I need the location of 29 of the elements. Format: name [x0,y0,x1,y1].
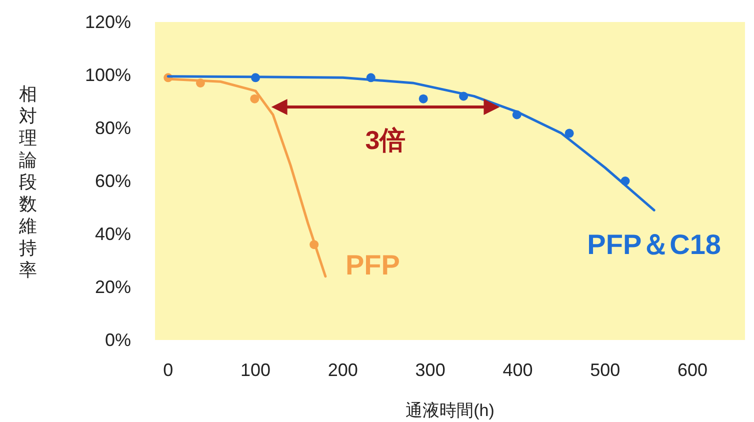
annotation: 3倍 [365,125,406,155]
y-tick-label: 80% [94,118,131,138]
y-tick-label: 120% [84,12,131,32]
point [251,73,260,82]
y-tick-label: 20% [94,277,131,297]
point [418,94,428,104]
x-tick-label: 200 [328,360,358,380]
point [250,94,260,104]
point [564,128,574,138]
x-tick-label: 400 [502,360,533,380]
y-tick-label: 60% [94,171,131,191]
point [459,92,468,101]
x-tick-label: 100 [240,360,271,380]
point [512,110,522,120]
point [366,73,376,82]
text: 相対理論段数維持率 [19,84,37,280]
x-tick-label: 300 [415,360,446,380]
y-tick-label: 40% [94,224,131,244]
x-tick-label: 500 [590,360,620,380]
point [310,240,319,250]
x-tick-label: 600 [678,360,708,380]
series-label: PFP＆C18 [587,229,722,260]
point [196,78,205,88]
point [620,176,630,186]
series-label: PFP [345,249,400,280]
x-tick-label: 0 [163,360,174,380]
y-tick-label: 100% [84,65,131,85]
x-axis-title: 通液時間(h) [406,401,494,420]
y-tick-label: 0% [104,330,131,350]
